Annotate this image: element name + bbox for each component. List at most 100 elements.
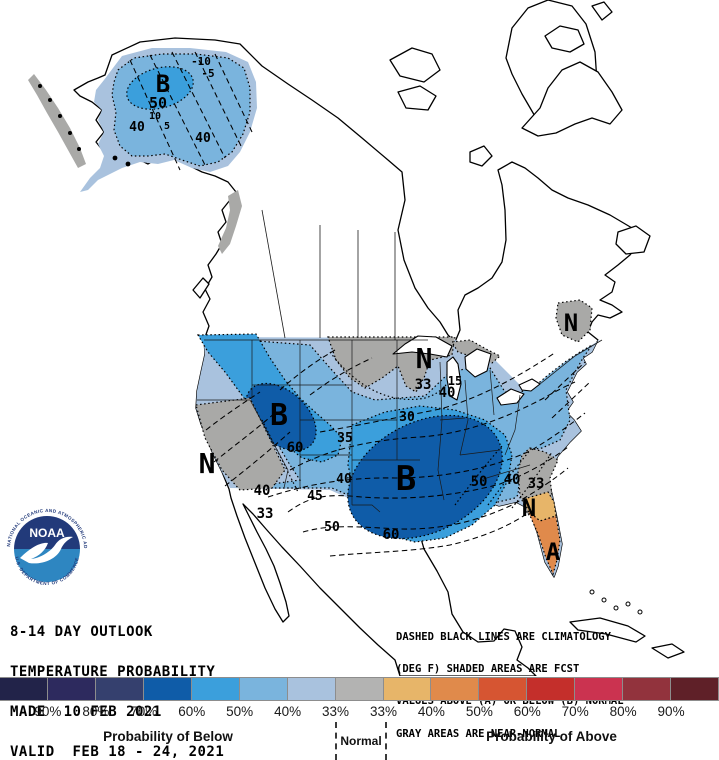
colorbar-tick: 80% [82, 704, 110, 719]
colorbar-swatch [46, 677, 96, 701]
map-label-prob-60: 60 [383, 527, 400, 543]
baffin-island [521, 61, 623, 137]
colorbar-swatch [190, 677, 240, 701]
kodiak-islands [112, 155, 131, 167]
colorbar-swatch [238, 677, 288, 701]
caption-probability-below: Probability of Below [103, 729, 233, 744]
map-label-letter-B: B [156, 70, 170, 98]
aleutian-islands [38, 84, 81, 151]
map-label-prob-50: 50 [471, 474, 488, 490]
colorbar-swatch [94, 677, 144, 701]
title-line-1: 8-14 DAY OUTLOOK [10, 623, 153, 640]
map-label-prob-40: 40 [129, 120, 145, 135]
note-line-1: DASHED BLACK LINES ARE CLIMATOLOGY [396, 630, 611, 643]
noaa-logo: NOAA NATIONAL OCEANIC AND ATMOSPHERIC AD… [3, 503, 91, 593]
panhandle-gray [218, 190, 242, 254]
colorbar-tick: 70% [130, 704, 158, 719]
california-gray [195, 397, 286, 491]
caption-probability-above: Probability of Above [486, 729, 617, 744]
alaska-climo-lines [129, 51, 253, 171]
colorbar [0, 677, 719, 701]
lake-huron [464, 348, 492, 378]
map-label-climo-10: 10 [149, 111, 161, 122]
maine-gray [555, 299, 593, 343]
map-label-prob-33: 33 [528, 476, 545, 492]
map-label-prob-40: 40 [195, 131, 211, 146]
colorbar-swatch [0, 677, 48, 701]
map-label-climo-50: 50 [324, 520, 340, 535]
map-label-prob-40: 40 [504, 472, 521, 488]
lake-ontario [518, 378, 541, 392]
victoria-island [389, 47, 441, 83]
colorbar-tick: 60% [513, 704, 541, 719]
state-lines [197, 340, 531, 513]
vancouver-island [192, 277, 210, 299]
map-label-climo--10: -10 [191, 55, 211, 68]
logo-gull-icon [20, 536, 73, 564]
colorbar-swatch [670, 677, 719, 701]
great-lakes [392, 335, 541, 406]
colorbar-swatch [478, 677, 528, 701]
title-line-3: MADE 10 FEB 2021 [10, 704, 162, 721]
hispaniola [651, 643, 685, 659]
colorbar-tick: 33% [369, 704, 397, 719]
title-block: 8-14 DAY OUTLOOK TEMPERATURE PROBABILITY… [10, 599, 224, 760]
map-label-prob-40: 40 [254, 483, 271, 499]
islands [192, 0, 685, 659]
colorbar-tick: 50% [226, 704, 254, 719]
lake-michigan [446, 356, 462, 401]
colorbar-swatch [142, 677, 192, 701]
map-label-prob-50: 50 [149, 94, 167, 112]
map-label-climo-35: 35 [337, 431, 353, 446]
cuba [569, 617, 646, 643]
colorbar-tick: 80% [609, 704, 637, 719]
map-label-letter-N: N [416, 342, 433, 375]
colorbar-tick: 33% [322, 704, 350, 719]
title-line-4: VALID FEB 18 - 24, 2021 [10, 744, 225, 760]
map-label-letter-N: N [564, 309, 578, 337]
colorbar-swatch [430, 677, 480, 701]
map-label-climo-5: 5 [164, 121, 170, 132]
colorbar-ticks: 90% 80% 70% 60% 50% 40% 33% 33% 40% 50% 60% 70% 80% 9… [0, 704, 719, 722]
logo-noaa-text: NOAA [29, 526, 65, 540]
map-label-prob-33: 33 [257, 506, 274, 522]
colorbar-swatch [382, 677, 432, 701]
map-label-letter-N: N [199, 447, 216, 480]
map-label-prob-40: 40 [439, 385, 456, 401]
florida-orange-40-50 [527, 510, 561, 576]
lake-erie [496, 388, 525, 406]
colorbar-tick: 40% [274, 704, 302, 719]
newfoundland [615, 225, 651, 255]
colorbar-swatch [334, 677, 384, 701]
colorbar-tick: 90% [657, 704, 685, 719]
colorbar-swatch [286, 677, 336, 701]
southampton-island [469, 145, 493, 167]
map-label-prob-60: 60 [287, 440, 304, 456]
title-line-2: TEMPERATURE PROBABILITY [10, 664, 216, 681]
colorbar-swatch [574, 677, 624, 701]
map-label-letter-B: B [270, 398, 288, 433]
colorbar-tick: 40% [417, 704, 445, 719]
map-label-letter-N: N [522, 494, 536, 522]
probability-contours [261, 351, 553, 509]
aleutian-gray-arc [28, 74, 86, 168]
colorbar-tick: 50% [465, 704, 493, 719]
colorbar-tick: 70% [561, 704, 589, 719]
colorbar-swatch [622, 677, 672, 701]
central-dark-60-70 [347, 414, 503, 540]
map-label-climo-15: 15 [448, 374, 462, 388]
map-label-climo--5: -5 [201, 67, 214, 80]
note-line-2: (DEG F) SHADED AREAS ARE FCST [396, 662, 580, 675]
lake-superior [392, 335, 453, 358]
colorbar-swatch [526, 677, 576, 701]
bahamas [589, 589, 643, 615]
map-label-letter-A: A [546, 538, 561, 566]
borders [197, 209, 603, 513]
alaska-bright-50-60 [126, 66, 194, 110]
map-label-climo-30: 30 [399, 410, 415, 425]
map-label-climo-40: 40 [336, 472, 352, 487]
map-label-prob-33: 33 [415, 377, 432, 393]
